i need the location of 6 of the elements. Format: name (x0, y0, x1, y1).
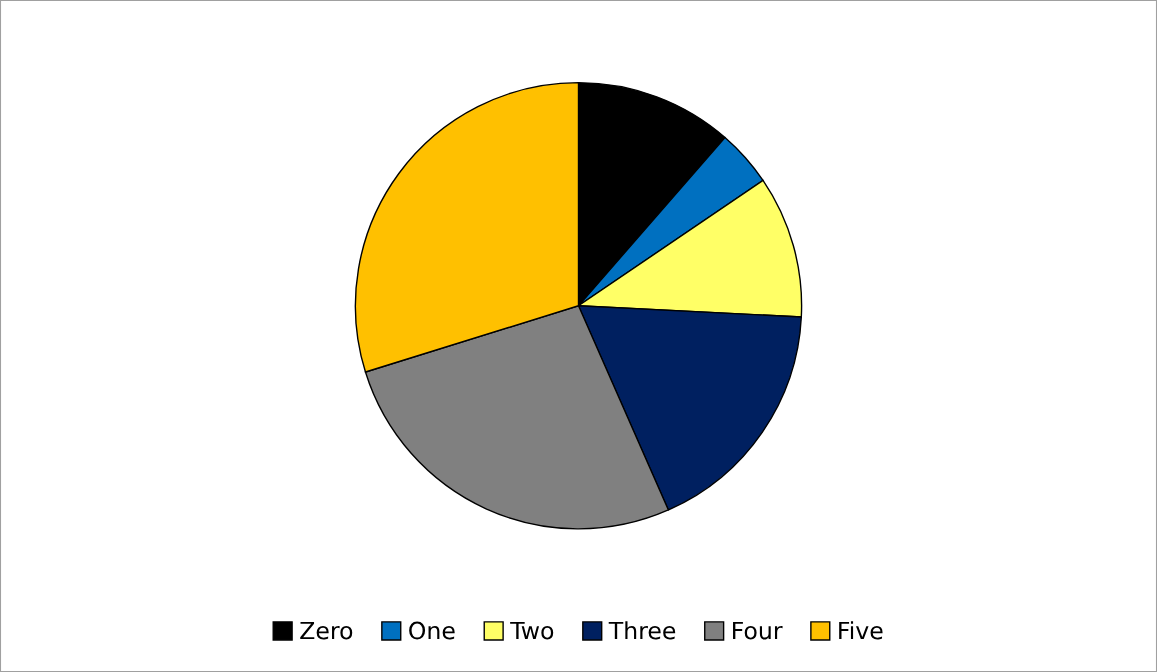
legend-label: Three (608, 621, 676, 640)
legend-label: One (409, 621, 455, 640)
legend-label: Four (733, 621, 783, 640)
legend-label: Five (839, 621, 883, 640)
legend-label: Zero (300, 621, 353, 640)
legend-label: Two (510, 621, 554, 640)
